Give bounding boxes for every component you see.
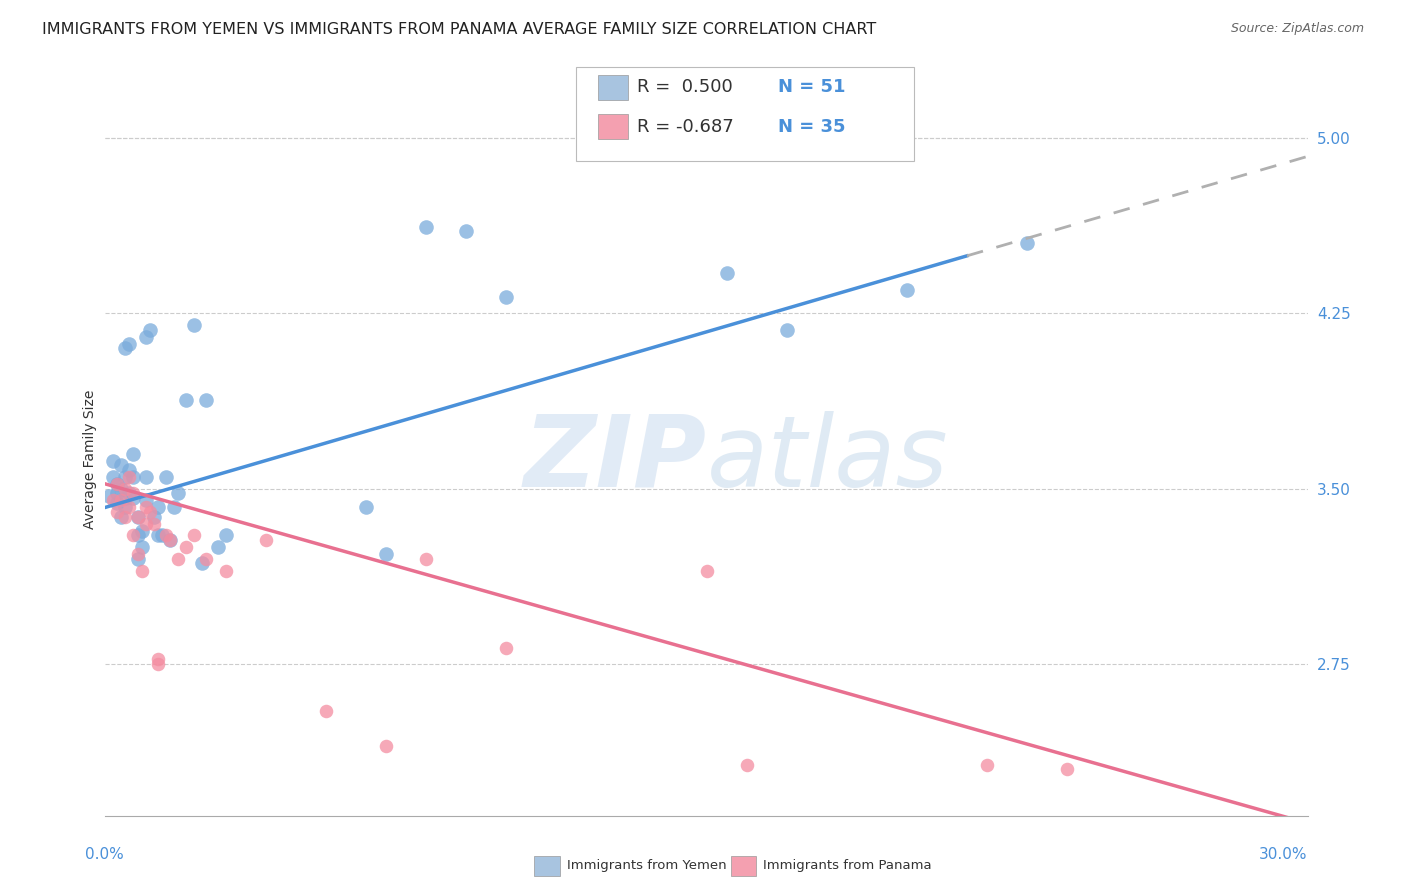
Text: 0.0%: 0.0% (86, 847, 124, 862)
Point (207, 540, 229, 554)
Point (135, 493, 157, 508)
Point (138, 322, 160, 336)
Point (315, 704, 337, 718)
Point (127, 547, 149, 561)
Point (118, 486, 141, 500)
Point (374, 547, 398, 561)
Point (415, 551, 437, 566)
Point (122, 528, 145, 542)
Text: R =  0.500: R = 0.500 (637, 78, 733, 96)
Point (354, 500, 377, 515)
Point (114, 341, 136, 355)
Point (214, 528, 236, 542)
Point (138, 505, 160, 519)
Point (166, 551, 188, 566)
Point (114, 482, 136, 496)
Point (103, 453, 125, 467)
Point (454, 224, 477, 238)
Point (107, 486, 129, 500)
Point (495, 290, 517, 304)
Point (122, 486, 145, 500)
Point (135, 516, 157, 531)
Point (142, 516, 165, 531)
Point (131, 564, 153, 578)
Point (146, 657, 169, 672)
Point (146, 528, 169, 542)
Point (103, 493, 125, 508)
Point (114, 491, 136, 505)
Point (127, 551, 149, 566)
Point (118, 470, 141, 484)
Point (98, 489, 121, 503)
Point (118, 463, 141, 477)
Point (155, 470, 177, 484)
Point (1056, 763, 1078, 777)
Text: Immigrants from Panama: Immigrants from Panama (763, 859, 932, 871)
Point (118, 336, 141, 351)
Point (166, 486, 188, 500)
Point (696, 564, 718, 578)
Point (735, 757, 758, 772)
Point (107, 477, 129, 491)
Point (183, 318, 205, 332)
Point (183, 528, 205, 542)
Point (114, 509, 136, 524)
Point (254, 533, 277, 547)
Point (131, 524, 153, 538)
Point (174, 540, 197, 554)
Point (114, 500, 136, 515)
Point (214, 564, 236, 578)
Point (146, 652, 169, 666)
Point (146, 500, 169, 515)
Point (976, 757, 998, 772)
Point (122, 470, 145, 484)
Point (135, 500, 157, 515)
Point (110, 458, 132, 473)
Point (1017, 235, 1039, 250)
Point (155, 528, 177, 542)
Point (127, 528, 149, 542)
Text: N = 35: N = 35 (778, 118, 845, 136)
Point (127, 509, 149, 524)
Point (127, 509, 149, 524)
Text: N = 51: N = 51 (778, 78, 845, 96)
Text: IMMIGRANTS FROM YEMEN VS IMMIGRANTS FROM PANAMA AVERAGE FAMILY SIZE CORRELATION : IMMIGRANTS FROM YEMEN VS IMMIGRANTS FROM… (42, 22, 876, 37)
Point (194, 392, 217, 407)
Point (135, 470, 157, 484)
Point (415, 219, 437, 234)
Point (110, 482, 132, 496)
Text: Immigrants from Yemen: Immigrants from Yemen (567, 859, 727, 871)
Point (495, 640, 517, 655)
Point (142, 509, 165, 524)
Point (107, 496, 129, 510)
Point (162, 500, 184, 515)
Text: R = -0.687: R = -0.687 (637, 118, 734, 136)
Point (122, 491, 145, 505)
Text: atlas: atlas (707, 411, 948, 508)
Text: ZIP: ZIP (523, 411, 707, 508)
Point (374, 739, 398, 753)
Point (194, 551, 217, 566)
Point (776, 322, 799, 336)
Point (110, 509, 132, 524)
Point (131, 540, 153, 554)
Point (107, 505, 129, 519)
Point (118, 500, 141, 515)
Point (110, 493, 132, 508)
Point (103, 470, 125, 484)
Point (159, 533, 181, 547)
Point (190, 557, 212, 571)
Point (150, 528, 173, 542)
Point (896, 283, 918, 297)
Point (716, 266, 738, 280)
Point (159, 533, 181, 547)
Point (107, 477, 129, 491)
Point (122, 446, 145, 460)
Text: 30.0%: 30.0% (1260, 847, 1308, 862)
Point (114, 470, 136, 484)
Point (135, 329, 157, 343)
Y-axis label: Average Family Size: Average Family Size (83, 390, 97, 529)
Text: Source: ZipAtlas.com: Source: ZipAtlas.com (1230, 22, 1364, 36)
Point (174, 392, 197, 407)
